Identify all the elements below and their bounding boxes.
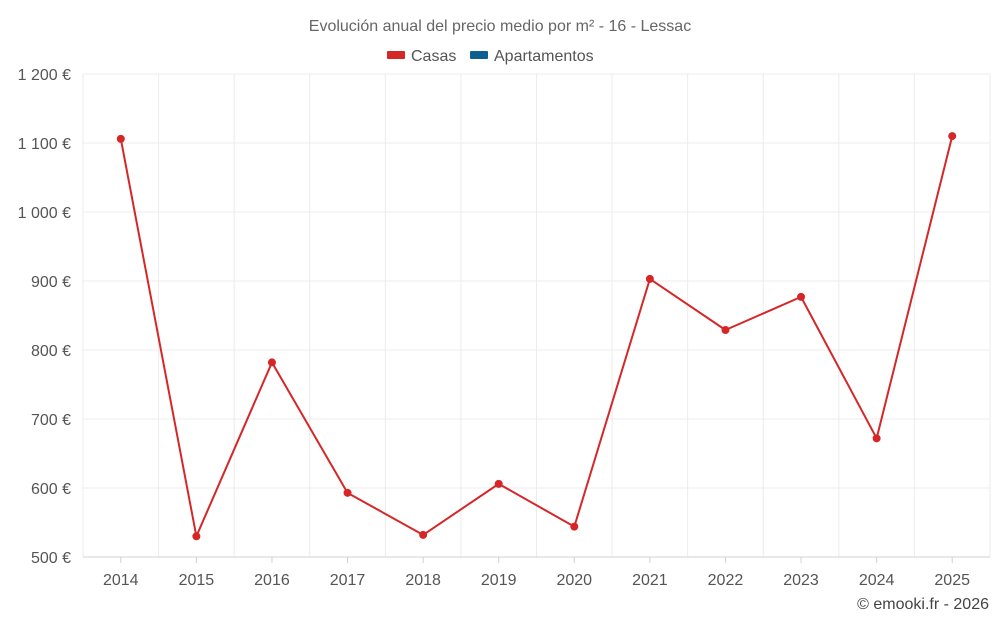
y-tick-label-1000: 1 000 € <box>18 205 71 222</box>
data-point-casas-2022[interactable] <box>721 325 730 334</box>
x-tick-label-2014: 2014 <box>103 572 139 589</box>
x-tick-label-2023: 2023 <box>783 572 819 589</box>
data-point-casas-2014[interactable] <box>116 134 125 143</box>
y-tick-label-800: 800 € <box>31 343 71 360</box>
x-gridlines <box>82 74 991 557</box>
y-axis-tick-labels: 500 € 600 € 700 € 800 € 900 € 1 000 € 1 100 € 1… <box>18 67 71 567</box>
x-tick-label-2019: 2019 <box>481 572 517 589</box>
legend: Casas Apartamentos <box>387 48 594 65</box>
x-tick-label-2024: 2024 <box>859 572 895 589</box>
y-tick-label-600: 600 € <box>31 481 71 498</box>
x-tick-label-2018: 2018 <box>405 572 441 589</box>
data-point-casas-2021[interactable] <box>645 274 654 283</box>
chart-title: Evolución anual del precio medio por m² … <box>309 18 691 35</box>
x-tick-label-2021: 2021 <box>632 572 668 589</box>
data-point-casas-2020[interactable] <box>570 522 579 531</box>
x-tick-label-2022: 2022 <box>708 572 744 589</box>
x-tick-label-2016: 2016 <box>254 572 290 589</box>
credit-text: © emooki.fr - 2026 <box>857 596 989 613</box>
data-point-casas-2019[interactable] <box>494 479 503 488</box>
series-points <box>116 132 957 541</box>
x-tick-label-2015: 2015 <box>179 572 215 589</box>
y-tick-label-1100: 1 100 € <box>18 136 71 153</box>
y-tick-label-900: 900 € <box>31 274 71 291</box>
data-point-casas-2015[interactable] <box>192 532 201 541</box>
legend-swatch-casas[interactable] <box>387 51 405 59</box>
x-tick-label-2020: 2020 <box>556 572 592 589</box>
data-point-casas-2024[interactable] <box>872 434 881 443</box>
legend-swatch-apartamentos[interactable] <box>470 51 488 59</box>
data-point-casas-2018[interactable] <box>419 530 428 539</box>
y-tick-label-700: 700 € <box>31 412 71 429</box>
data-point-casas-2023[interactable] <box>797 292 806 301</box>
data-point-casas-2017[interactable] <box>343 488 352 497</box>
series-line-casas <box>119 135 954 538</box>
x-axis-tick-labels: 2014 2015 2016 2017 2018 2019 2020 2021 2022 2023… <box>103 557 970 589</box>
data-point-casas-2016[interactable] <box>267 358 276 367</box>
legend-label-apartamentos[interactable]: Apartamentos <box>494 48 594 65</box>
x-tick-label-2017: 2017 <box>330 572 366 589</box>
series-lines <box>119 135 954 538</box>
y-tick-label-1200: 1 200 € <box>18 67 71 84</box>
data-point-casas-2025[interactable] <box>948 132 957 141</box>
legend-label-casas[interactable]: Casas <box>411 48 456 65</box>
x-tick-label-2025: 2025 <box>934 572 970 589</box>
y-tick-label-500: 500 € <box>31 550 71 567</box>
